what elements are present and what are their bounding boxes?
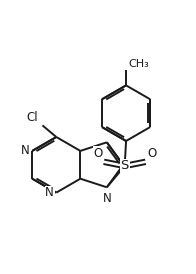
Text: CH₃: CH₃	[129, 59, 150, 69]
Text: N: N	[21, 144, 30, 157]
Text: N: N	[103, 192, 111, 205]
Text: O: O	[93, 147, 103, 159]
Text: S: S	[121, 159, 129, 173]
Text: N: N	[45, 186, 54, 199]
Text: Cl: Cl	[27, 111, 38, 124]
Text: O: O	[147, 147, 156, 159]
